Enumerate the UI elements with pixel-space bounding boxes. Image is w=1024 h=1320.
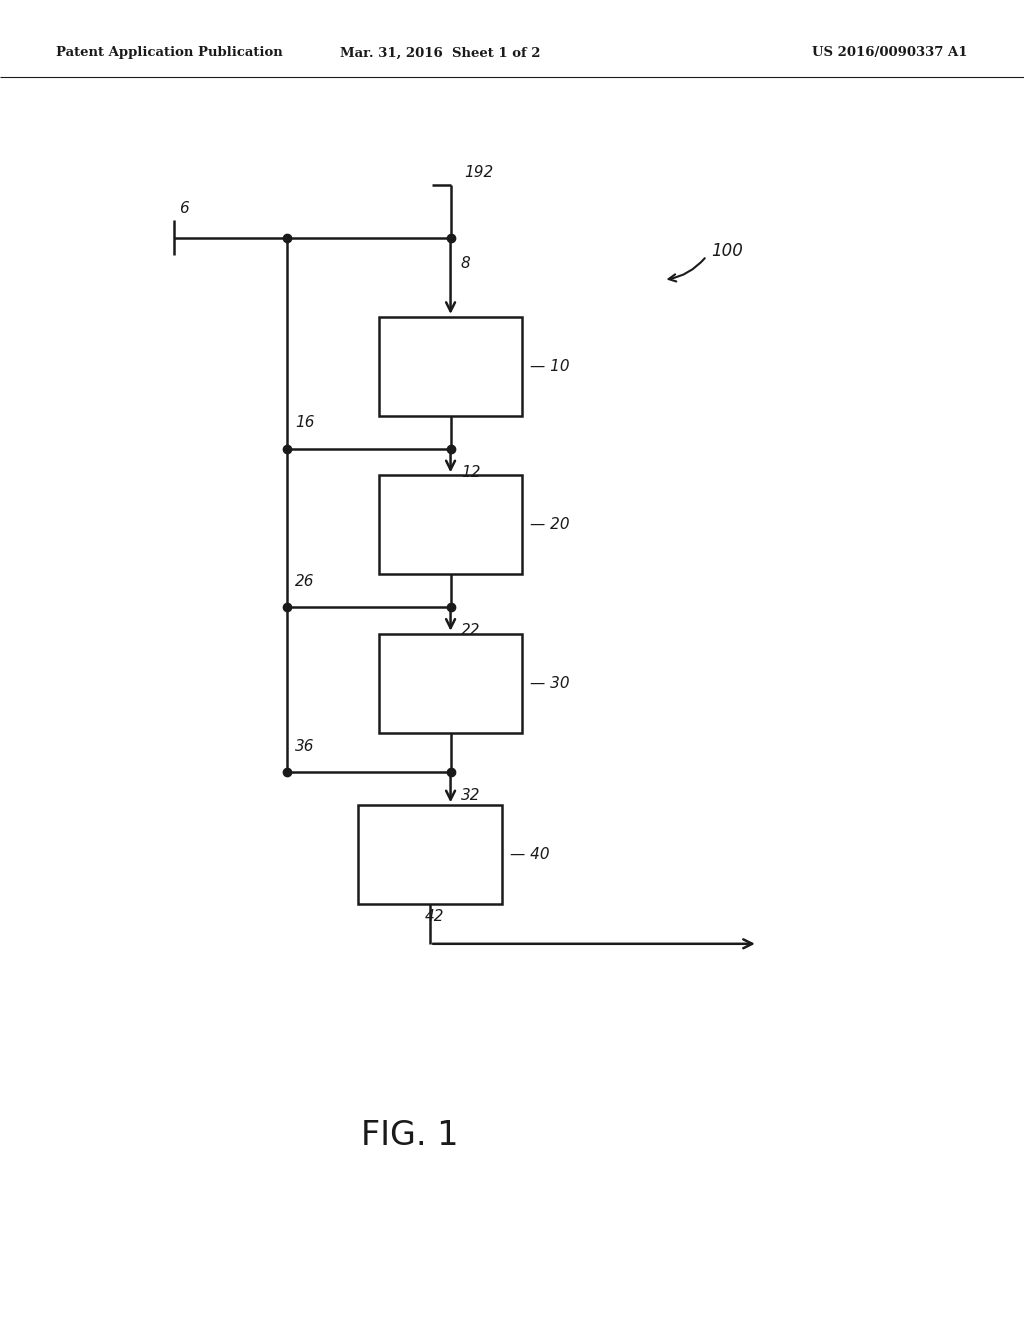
Text: 8: 8 <box>461 256 471 272</box>
Text: 32: 32 <box>461 788 480 804</box>
Text: Mar. 31, 2016  Sheet 1 of 2: Mar. 31, 2016 Sheet 1 of 2 <box>340 46 541 59</box>
Bar <box>379 475 522 574</box>
Bar <box>358 805 502 904</box>
Text: Patent Application Publication: Patent Application Publication <box>56 46 283 59</box>
Text: 26: 26 <box>295 574 314 589</box>
Text: 100: 100 <box>712 242 743 260</box>
Text: — 10: — 10 <box>530 359 570 374</box>
Text: — 20: — 20 <box>530 517 570 532</box>
Text: — 40: — 40 <box>510 847 550 862</box>
Bar <box>379 634 522 733</box>
Text: 42: 42 <box>425 909 444 924</box>
Text: 16: 16 <box>295 416 314 430</box>
Text: 36: 36 <box>295 739 314 754</box>
Text: FIG. 1: FIG. 1 <box>360 1119 459 1151</box>
Text: 12: 12 <box>461 465 480 480</box>
Text: 6: 6 <box>179 202 189 216</box>
Bar <box>379 317 522 416</box>
Text: 22: 22 <box>461 623 480 639</box>
Text: US 2016/0090337 A1: US 2016/0090337 A1 <box>812 46 968 59</box>
Text: — 30: — 30 <box>530 676 570 690</box>
Text: 192: 192 <box>464 165 494 180</box>
